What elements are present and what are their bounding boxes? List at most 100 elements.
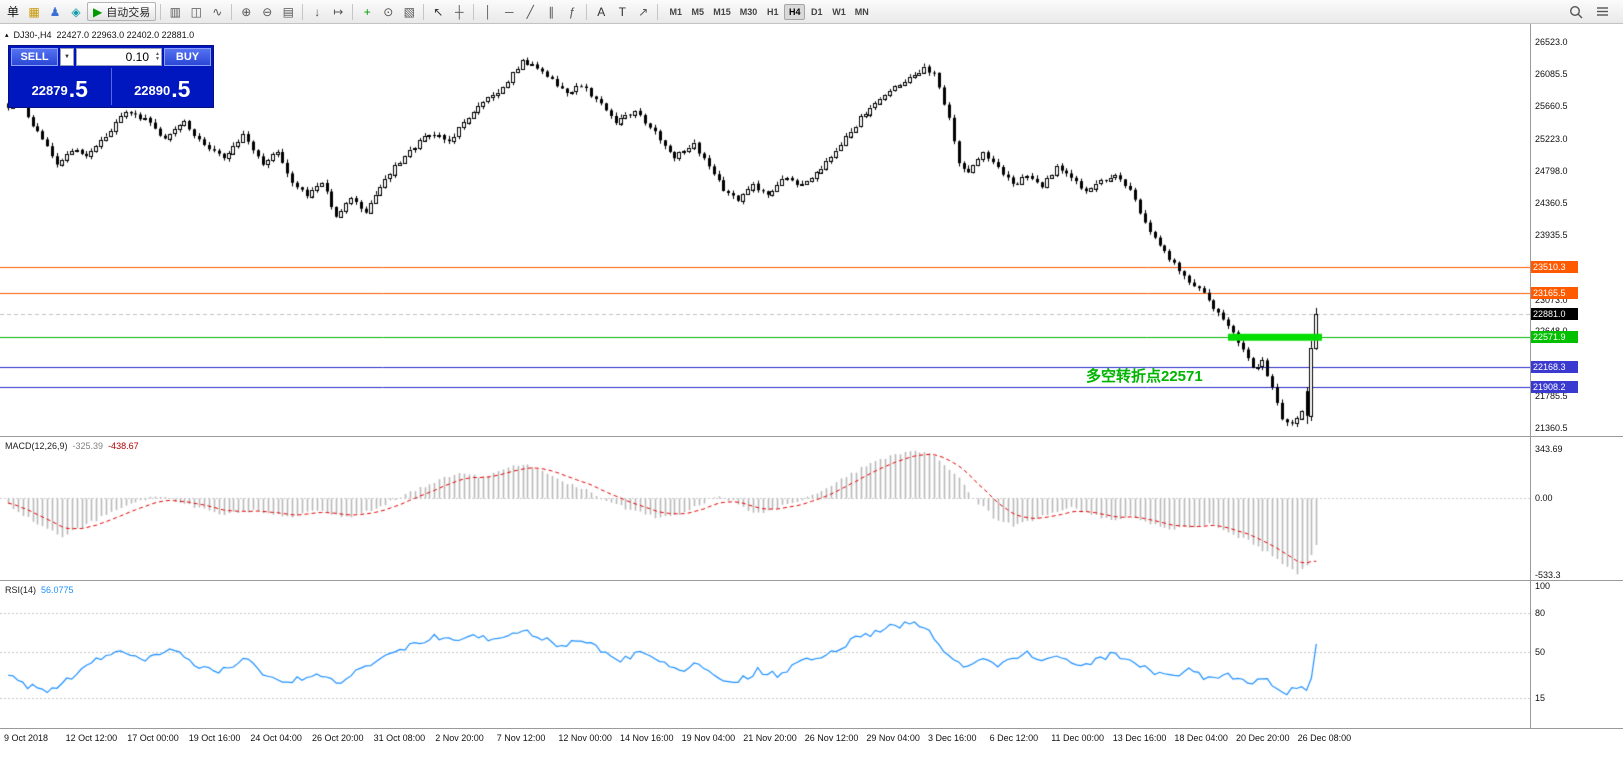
candlestick-chart-icon: ◫ [190,4,202,19]
zoom-in-button[interactable]: ⊕ [236,2,256,21]
pivot-annotation[interactable]: 多空转折点22571 [1086,368,1203,385]
autotrading-icon: ▶ [93,4,103,19]
auto-scroll-button[interactable]: ↓ [307,2,327,21]
timeframe-h1-button[interactable]: H1 [767,6,779,17]
text-icon: A [597,4,606,19]
toolbar-separator [586,3,588,20]
bar-chart-button[interactable]: ▥ [165,2,185,21]
buy-button[interactable]: BUY [164,48,211,66]
trendline-icon: ╱ [526,4,534,19]
cursor-button[interactable]: ↖ [428,2,448,21]
time-axis[interactable]: 9 Oct 2018 12 Oct 12:00 17 Oct 00:00 19 Oct… [0,729,1623,747]
rsi-name: RSI(14) [5,585,37,595]
price-axis[interactable]: 26523.0 26085.5 25660.5 25223.0 24798.0 24360… [1531,24,1623,436]
rsi-panel-canvas[interactable] [0,581,1530,728]
line-chart-button[interactable]: ∿ [207,2,227,21]
sell-button[interactable]: SELL [11,48,58,66]
arrow-objects-button[interactable]: ↗ [633,2,653,21]
timeframe-toolbar: M1 M5 M15 M30 H1 H4 D1 W1 MN [665,3,873,20]
autotrading-button[interactable]: ▶ 自动交易 [87,2,157,21]
profiles-button[interactable]: ♟ [45,2,65,21]
time-axis-label: 9 Oct 2018 [4,733,49,743]
order-type-dropdown[interactable]: ▼ [60,48,74,66]
trade-panel-top-row: SELL ▼ 0.10 ▲ ▼ BUY [9,46,213,68]
equidistant-channel-button[interactable]: ∥ [541,2,561,21]
charts-button[interactable]: ▦ [24,2,44,21]
timeframe-m15-button[interactable]: M15 [713,6,731,17]
indicator-scale-label: 0.00 [1535,493,1553,504]
zoom-out-icon: ⊖ [262,4,273,19]
spin-down-icon: ▼ [155,56,160,62]
price-chart-canvas[interactable] [0,24,1530,436]
timeframe-w1-button[interactable]: W1 [832,6,846,17]
macd-panel-canvas[interactable] [0,437,1530,580]
autotrading-label: 自动交易 [106,6,151,19]
time-axis-label: 14 Nov 16:00 [620,733,674,743]
time-axis-label: 12 Oct 12:00 [65,733,118,743]
tile-windows-button[interactable]: ▤ [278,2,298,21]
timeframe-d1-button[interactable]: D1 [811,6,823,17]
lot-value: 0.10 [125,50,149,64]
buy-price[interactable]: 22890 .5 [112,68,214,105]
chart-shift-button[interactable]: ↦ [328,2,348,21]
templates-button[interactable]: ▧ [399,2,419,21]
price-badge: 23510.3 [1531,260,1578,273]
market-watch-button[interactable]: ◈ [66,2,86,21]
timeframe-m5-button[interactable]: M5 [691,6,704,17]
horizontal-line-button[interactable]: ─ [499,2,519,21]
sell-price-frac: .5 [68,76,88,102]
macd-name: MACD(12,26,9) [5,441,68,451]
time-axis-label: 7 Nov 12:00 [496,733,546,743]
cursor-icon: ↖ [433,4,444,19]
trendline-button[interactable]: ╱ [520,2,540,21]
sell-price[interactable]: 22879 .5 [9,68,112,105]
equidistant-channel-icon: ∥ [548,4,555,19]
lot-spinner[interactable]: ▲ ▼ [155,49,160,65]
panel-separator[interactable] [0,580,1623,581]
indicators-button[interactable]: + [357,2,377,21]
price-tick-label: 24798.0 [1535,165,1568,176]
crosshair-button[interactable]: ┼ [449,2,469,21]
timeframe-m1-button[interactable]: M1 [669,6,682,17]
search-button[interactable] [1566,2,1586,21]
text-button[interactable]: A [591,2,611,21]
timeframe-mn-button[interactable]: MN [854,6,869,17]
toolbar-separator [352,3,354,20]
spin-up-icon: ▲ [155,51,160,57]
time-axis-label: 19 Nov 04:00 [681,733,736,743]
candlestick-chart-button[interactable]: ◫ [186,2,206,21]
lot-size-input[interactable]: 0.10 ▲ ▼ [76,48,162,66]
chart-marker-icon: ▴ [5,32,9,39]
timeframe-m30-button[interactable]: M30 [739,6,758,17]
time-axis-label: 31 Oct 08:00 [373,733,426,743]
price-badge: 23165.5 [1531,286,1578,299]
time-axis-label: 2 Nov 20:00 [435,733,484,743]
macd-header: MACD(12,26,9) -325.39 -438.67 [5,441,139,451]
periods-button[interactable]: ⊙ [378,2,398,21]
price-tick-label: 21360.5 [1535,422,1568,433]
toolbar-separator [231,3,233,20]
timeframe-h4-button[interactable]: H4 [784,3,806,20]
rsi-header: RSI(14) 56.0775 [5,585,74,595]
zoom-out-button[interactable]: ⊖ [257,2,277,21]
price-tick-label: 26523.0 [1535,36,1568,47]
toolbar-separator [657,3,659,20]
chart-title: ▴ DJ30-,H4 22427.0 22963.0 22402.0 22881… [5,30,194,40]
fibonacci-button[interactable]: ƒ [562,2,582,21]
menu-button[interactable] [1592,2,1612,21]
new-order-button[interactable]: 单 [3,2,23,21]
charts-icon: ▦ [28,4,40,19]
rsi-axis[interactable]: 100 80 50 15 [1531,581,1623,728]
price-tick-label: 26085.5 [1535,69,1568,80]
indicator-scale-label: 80 [1535,607,1546,618]
panel-separator[interactable] [0,436,1623,437]
macd-axis[interactable]: 343.69 0.00 -533.3 [1531,437,1623,580]
price-tick-label: 25223.0 [1535,133,1568,144]
time-axis-label: 29 Nov 04:00 [866,733,920,743]
vertical-line-button[interactable]: │ [478,2,498,21]
buy-price-frac: .5 [171,76,191,102]
fibonacci-icon: ƒ [568,4,576,19]
menu-icon [1596,7,1608,16]
text-label-button[interactable]: T [612,2,632,21]
indicator-scale-label: 15 [1535,692,1546,703]
